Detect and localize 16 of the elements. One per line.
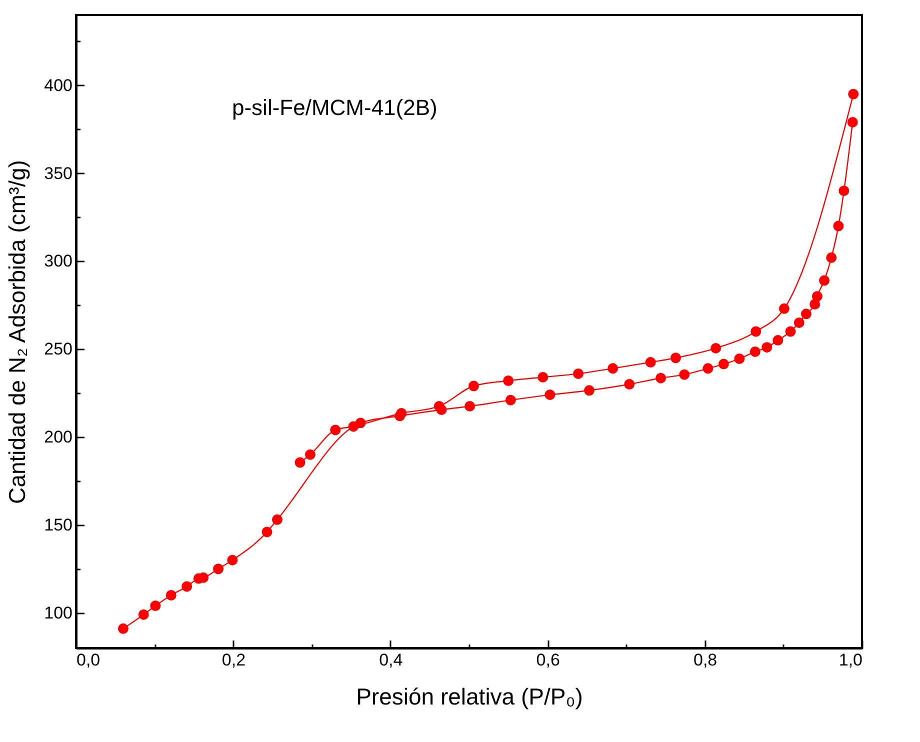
x-tick-label: 0,6 xyxy=(536,650,560,670)
x-tick-label: 0,4 xyxy=(379,650,403,670)
x-tick-label: 1,0 xyxy=(838,650,862,670)
y-tick-label: 200 xyxy=(44,428,72,446)
y-tick-label: 150 xyxy=(44,515,72,534)
x-tick-label: 0,8 xyxy=(693,650,718,670)
y-tick-label: 250 xyxy=(44,340,72,359)
x-tick-label: 0,2 xyxy=(222,650,246,670)
y-tick-label: 100 xyxy=(44,603,72,622)
y-axis-title: Cantidad de N₂ Adsorbida (cm³/g) xyxy=(4,160,30,504)
annotation: p-sil-Fe/MCM-41(2B) xyxy=(232,95,438,120)
x-axis-title: Presión relativa (P/P₀) xyxy=(356,684,583,710)
y-tick-label: 350 xyxy=(44,164,72,183)
y-tick-label: 300 xyxy=(44,252,72,271)
y-tick-label: 400 xyxy=(44,76,72,95)
x-tick-label: 0,0 xyxy=(76,650,100,670)
